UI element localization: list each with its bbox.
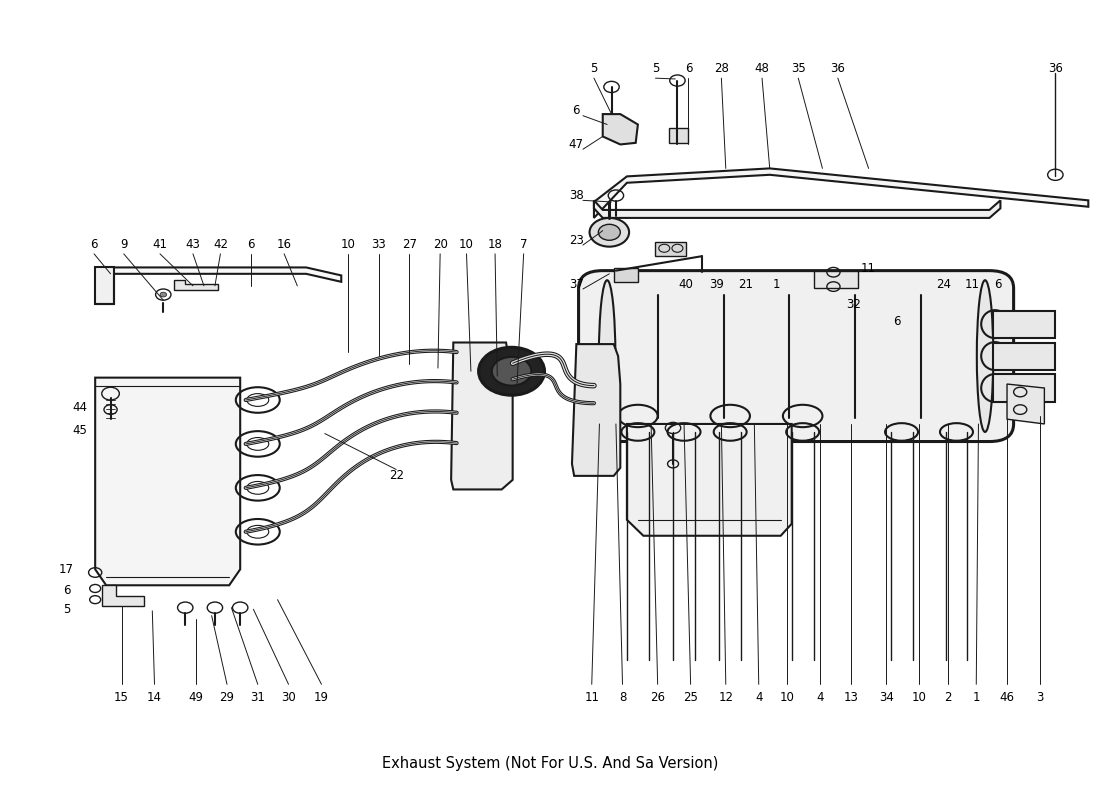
Text: 2: 2 [944,690,952,703]
Text: Exhaust System (Not For U.S. And Sa Version): Exhaust System (Not For U.S. And Sa Vers… [382,756,718,771]
Text: 29: 29 [220,690,234,703]
Polygon shape [814,270,858,288]
Text: 10: 10 [912,690,926,703]
Text: 24: 24 [936,278,950,290]
Text: 10: 10 [459,238,474,250]
Text: 6: 6 [994,278,1002,290]
Ellipse shape [598,280,615,432]
Text: 6: 6 [248,238,255,250]
Text: 38: 38 [569,189,584,202]
Text: 37: 37 [569,278,584,290]
Text: 8: 8 [619,690,626,703]
Text: 6: 6 [893,315,901,328]
Text: 13: 13 [844,690,858,703]
Circle shape [492,357,531,386]
Polygon shape [992,310,1055,338]
Text: 33: 33 [371,238,386,250]
Text: 20: 20 [432,238,448,250]
Text: 49: 49 [189,690,204,703]
Text: 6: 6 [684,62,692,75]
Polygon shape [96,378,240,586]
Text: 11: 11 [584,690,600,703]
Text: 14: 14 [147,690,162,703]
Text: 6: 6 [63,583,70,597]
Text: 18: 18 [487,238,503,250]
Polygon shape [669,129,689,143]
Text: 48: 48 [755,62,770,75]
Text: 23: 23 [569,234,584,246]
Text: 40: 40 [679,278,694,290]
Circle shape [160,292,166,297]
Polygon shape [594,200,1000,218]
Text: 1: 1 [972,690,980,703]
Circle shape [590,218,629,246]
Text: 1: 1 [772,278,780,290]
Text: 21: 21 [738,278,754,290]
Text: 39: 39 [710,278,725,290]
Text: 5: 5 [652,62,659,75]
Text: 43: 43 [186,238,200,250]
Polygon shape [627,424,792,536]
Polygon shape [174,280,218,290]
Text: 10: 10 [340,238,355,250]
Text: 6: 6 [90,238,98,250]
Text: 27: 27 [402,238,417,250]
Text: 34: 34 [879,690,893,703]
Text: 15: 15 [114,690,129,703]
FancyBboxPatch shape [579,270,1013,442]
Text: 17: 17 [59,563,74,576]
Text: 5: 5 [63,602,70,616]
Text: 45: 45 [73,424,87,437]
Polygon shape [594,169,1088,218]
Text: 44: 44 [73,402,87,414]
Text: 28: 28 [714,62,729,75]
Polygon shape [603,114,638,145]
Polygon shape [451,342,513,490]
Text: 26: 26 [650,690,666,703]
Polygon shape [102,586,143,606]
Text: 25: 25 [683,690,698,703]
Text: 41: 41 [153,238,167,250]
Text: 35: 35 [791,62,805,75]
Text: 32: 32 [846,298,860,310]
Polygon shape [96,267,114,304]
Ellipse shape [977,280,993,432]
Text: 3: 3 [1036,690,1044,703]
Text: 4: 4 [816,690,824,703]
Text: 16: 16 [276,238,292,250]
Text: 7: 7 [520,238,527,250]
Text: 36: 36 [1048,62,1063,75]
Text: 42: 42 [213,238,228,250]
Text: 10: 10 [780,690,794,703]
Text: 46: 46 [1000,690,1014,703]
Polygon shape [114,267,341,282]
Polygon shape [992,342,1055,370]
Text: 4: 4 [755,690,762,703]
Text: 6: 6 [573,105,580,118]
Polygon shape [992,374,1055,402]
Circle shape [598,224,620,240]
Polygon shape [614,268,638,282]
Polygon shape [572,344,620,476]
Text: 31: 31 [251,690,265,703]
Text: 9: 9 [120,238,128,250]
Text: 19: 19 [314,690,329,703]
Polygon shape [1006,384,1044,424]
Circle shape [478,347,544,395]
Text: 36: 36 [830,62,845,75]
Text: 5: 5 [591,62,597,75]
Text: 30: 30 [282,690,296,703]
Text: 12: 12 [718,690,734,703]
Polygon shape [656,242,686,256]
Text: 47: 47 [569,138,584,151]
Text: 22: 22 [388,470,404,482]
Text: 11: 11 [965,278,979,290]
Text: 11: 11 [861,262,876,274]
